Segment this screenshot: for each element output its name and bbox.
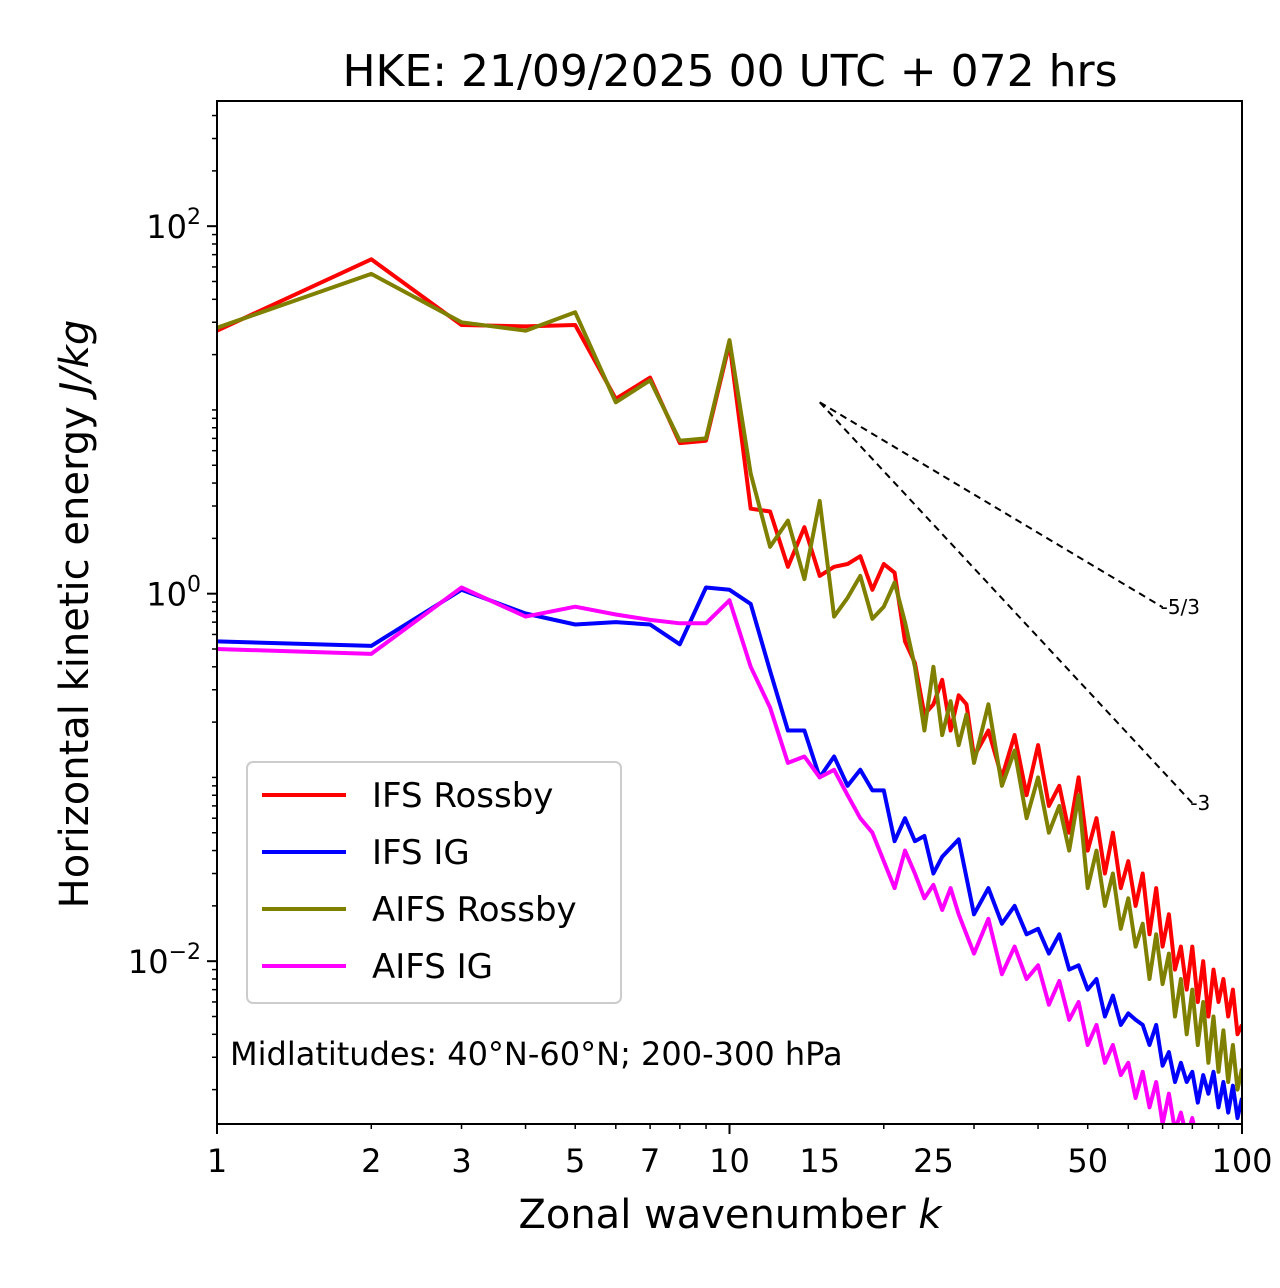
series-line-ifs-rossby <box>217 257 1242 1037</box>
series-layer <box>217 257 1242 1124</box>
x-tick-label: 2 <box>361 1142 381 1180</box>
legend: IFS Rossby IFS IG AIFS Rossby AIFS IG <box>246 761 622 1004</box>
legend-label: IFS IG <box>372 833 470 873</box>
x-tick-label: 10 <box>709 1142 750 1180</box>
y-tick-labels: 102 100 10−2 <box>128 205 201 981</box>
y-tick-label: 100 <box>146 573 201 614</box>
x-tick-label: 7 <box>640 1142 660 1180</box>
x-tick-label: 25 <box>913 1142 954 1180</box>
x-tick-label: 15 <box>799 1142 840 1180</box>
region-annotation: Midlatitudes: 40°N-60°N; 200-300 hPa <box>230 1035 843 1073</box>
reference-line-label: -3 <box>1190 791 1210 815</box>
legend-label: AIFS IG <box>372 947 493 987</box>
x-tick-label: 1 <box>207 1142 227 1180</box>
x-tick-labels: 1 2 3 5 7 10 15 25 50 100 <box>207 1142 1273 1180</box>
y-tick-label: 10−2 <box>128 940 201 981</box>
plot-frame <box>216 100 1243 1125</box>
legend-box <box>246 761 622 1004</box>
reference-line <box>819 401 1164 609</box>
x-tick-label: 5 <box>565 1142 585 1180</box>
x-tick-label: 50 <box>1067 1142 1108 1180</box>
series-line-aifs-ig <box>217 585 1196 1124</box>
y-axis-label: Horizontal kinetic energy J/kg <box>52 320 98 909</box>
reference-line-label: -5/3 <box>1161 595 1200 619</box>
reference-line <box>819 401 1194 804</box>
x-axis-label: Zonal wavenumber k <box>518 1192 943 1238</box>
reference-slopes: -5/3 -3 <box>819 401 1210 815</box>
series-line-aifs-rossby <box>217 271 1242 1092</box>
legend-label: IFS Rossby <box>372 776 553 816</box>
y-tick-label: 102 <box>146 205 201 246</box>
legend-label: AIFS Rossby <box>372 890 577 930</box>
series-line-ifs-ig <box>217 585 1242 1121</box>
x-tick-label: 100 <box>1211 1142 1272 1180</box>
x-tick-label: 3 <box>451 1142 471 1180</box>
chart-title: HKE: 21/09/2025 00 UTC + 072 hrs <box>342 46 1117 97</box>
